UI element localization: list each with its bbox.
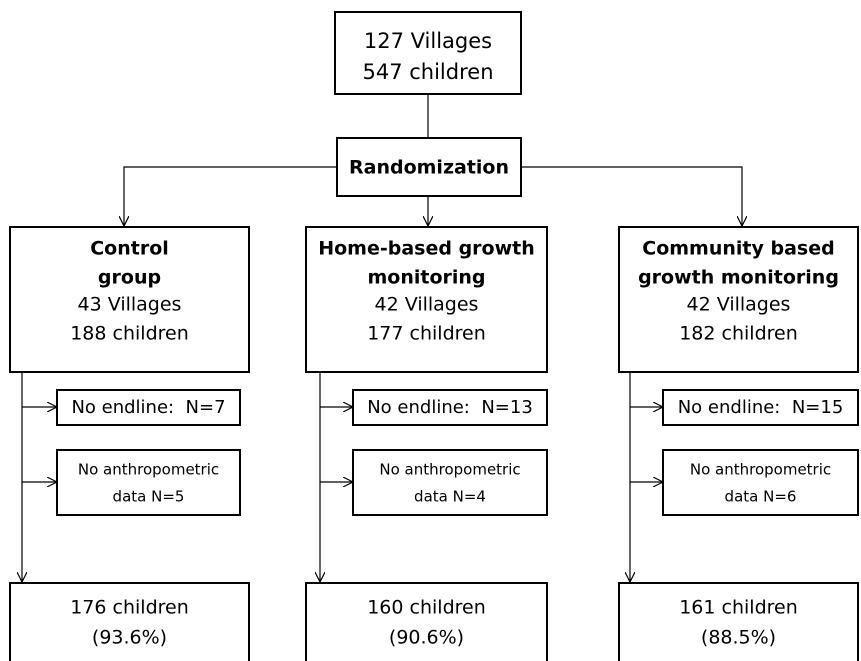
no-anthro-text: data N=4 — [414, 488, 486, 506]
final-box — [305, 582, 548, 661]
connector — [521, 166, 742, 226]
group-villages: 43 Villages — [78, 294, 182, 316]
no-anthro-text: data N=5 — [113, 488, 185, 506]
top-text: 127 Villages — [364, 29, 492, 53]
group-title: Control — [90, 238, 169, 260]
final-text: (93.6%) — [92, 627, 167, 649]
no-anthro-box — [662, 449, 859, 516]
no-endline-box — [56, 389, 241, 426]
group-children: 188 children — [70, 323, 189, 345]
group-title: growth monitoring — [638, 267, 839, 289]
final-text: 161 children — [679, 597, 798, 619]
top-box — [334, 11, 522, 95]
final-text: 176 children — [70, 597, 189, 619]
group-box — [9, 226, 250, 373]
no-anthro-text: No anthropometric — [379, 461, 520, 479]
group-title: Home-based growth — [318, 238, 535, 260]
top-text: 547 children — [362, 60, 493, 84]
group-villages: 42 Villages — [375, 294, 479, 316]
final-text: (88.5%) — [701, 627, 776, 649]
group-title: Community based — [642, 238, 834, 260]
no-anthro-box — [56, 449, 241, 516]
group-villages: 42 Villages — [687, 294, 791, 316]
group-box — [618, 226, 859, 373]
no-anthro-text: data N=6 — [725, 488, 797, 506]
no-endline-box — [662, 389, 859, 426]
no-endline-box — [352, 389, 548, 426]
group-children: 182 children — [679, 323, 798, 345]
group-title: group — [98, 267, 161, 289]
randomization-text: Randomization — [349, 157, 509, 179]
no-anthro-text: No anthropometric — [690, 461, 831, 479]
no-endline-text: No endline: N=13 — [367, 397, 533, 418]
final-box — [9, 582, 250, 661]
no-endline-text: No endline: N=15 — [678, 397, 844, 418]
no-endline-text: No endline: N=7 — [71, 397, 225, 418]
final-box — [618, 582, 859, 661]
no-anthro-box — [352, 449, 548, 516]
connector — [124, 166, 337, 226]
randomization-box — [336, 137, 522, 197]
no-anthro-text: No anthropometric — [78, 461, 219, 479]
group-children: 177 children — [367, 323, 486, 345]
group-box — [305, 226, 548, 373]
final-text: (90.6%) — [389, 627, 464, 649]
group-title: monitoring — [367, 267, 485, 289]
final-text: 160 children — [367, 597, 486, 619]
